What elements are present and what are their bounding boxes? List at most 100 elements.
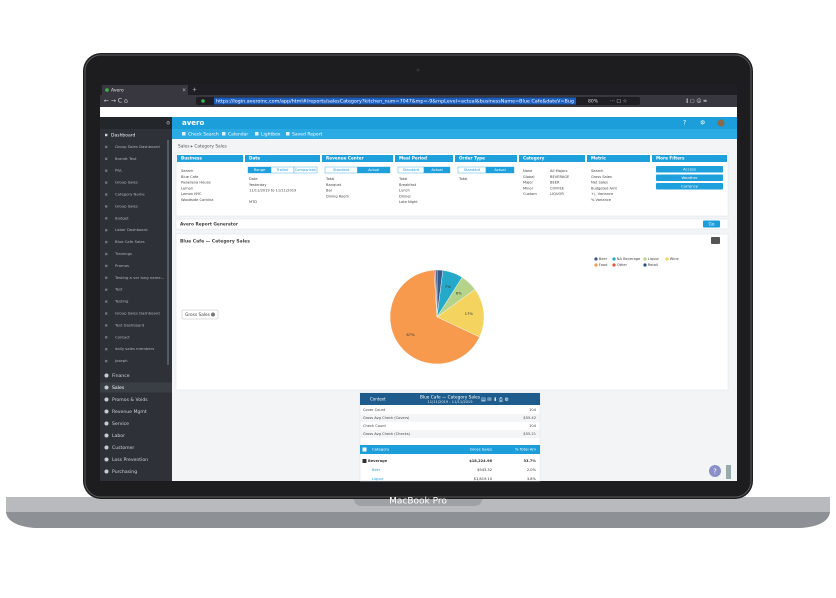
column-header[interactable]: % Total Am bbox=[515, 447, 536, 452]
filter-tab-label[interactable]: Standard bbox=[333, 168, 349, 172]
sidebar-item[interactable]: Brandt Test bbox=[115, 156, 137, 161]
legend-swatch[interactable] bbox=[612, 257, 616, 261]
filter-option[interactable]: Search bbox=[591, 169, 603, 173]
filter-option[interactable]: Global bbox=[523, 175, 534, 179]
filter-option[interactable]: All Majors bbox=[550, 169, 568, 173]
filter-option[interactable]: Total bbox=[398, 177, 407, 181]
pie-slice[interactable] bbox=[435, 269, 438, 318]
column-header[interactable]: Category bbox=[372, 447, 390, 452]
filter-option[interactable]: BEVERAGE bbox=[550, 175, 570, 179]
filter-option[interactable]: BEER bbox=[550, 181, 560, 185]
filter-option[interactable]: Yesterday bbox=[249, 183, 267, 187]
filter-tab-label[interactable]: Range bbox=[254, 168, 266, 172]
sidebar-item[interactable]: Test Dashboard bbox=[114, 322, 145, 327]
legend-swatch[interactable] bbox=[643, 263, 647, 267]
legend-swatch[interactable] bbox=[594, 257, 598, 261]
filter-option[interactable]: None bbox=[523, 169, 533, 173]
filter-option[interactable]: +/- Variance bbox=[591, 192, 614, 196]
go-button[interactable] bbox=[703, 220, 720, 228]
tab-title[interactable]: Avero bbox=[111, 88, 124, 94]
settings-icon[interactable]: ⚙ bbox=[166, 121, 171, 127]
category-cell[interactable]: Liquor bbox=[372, 477, 384, 481]
sidebar-section[interactable]: Customer bbox=[112, 445, 134, 451]
filter-option[interactable]: Net Sales bbox=[591, 181, 608, 185]
logo[interactable]: avero bbox=[182, 119, 204, 127]
sidebar-item[interactable]: Category Name bbox=[115, 192, 145, 197]
filter-option[interactable]: Total bbox=[458, 177, 467, 181]
sidebar-section[interactable]: Sales bbox=[112, 385, 125, 391]
filter-option[interactable]: 11/11/2019 to 11/11/2019 bbox=[249, 189, 297, 193]
filter-option[interactable]: Dinner bbox=[399, 194, 412, 198]
sidebar-item[interactable]: Labor Dashboard bbox=[115, 227, 148, 232]
help-bubble-icon[interactable]: ? bbox=[713, 468, 717, 476]
filter-tab-label[interactable]: Comparison bbox=[295, 168, 317, 172]
filter-option[interactable]: Breakfast bbox=[399, 183, 417, 187]
filter-tab-label[interactable]: Actual bbox=[368, 168, 379, 172]
legend-swatch[interactable] bbox=[594, 263, 598, 267]
filter-option[interactable]: Pasadena House bbox=[181, 181, 211, 185]
filter-button-label[interactable]: Access bbox=[683, 167, 696, 172]
legend-label[interactable]: Retail bbox=[648, 263, 658, 267]
filter-option[interactable]: Custom bbox=[523, 192, 537, 196]
filter-option[interactable]: Lemon NYC bbox=[181, 192, 202, 196]
filter-tab-label[interactable]: Actual bbox=[494, 168, 505, 172]
filter-tab-label[interactable]: Standard bbox=[403, 168, 419, 172]
sidebar-item[interactable]: Blue Cafe Sales bbox=[115, 239, 145, 244]
sidebar-item[interactable]: Dashboard bbox=[111, 133, 136, 139]
filter-option[interactable]: Lemon bbox=[181, 186, 193, 190]
filter-option[interactable]: Late Night bbox=[399, 200, 418, 204]
legend-swatch[interactable] bbox=[612, 263, 616, 267]
sidebar-section[interactable]: Purchasing bbox=[112, 469, 137, 475]
filter-tab[interactable] bbox=[293, 166, 318, 174]
nav-icon[interactable] bbox=[255, 132, 259, 136]
filter-button[interactable] bbox=[656, 174, 723, 182]
filter-option[interactable]: Budgeted Amt bbox=[591, 186, 618, 190]
pie-slice[interactable] bbox=[389, 269, 480, 365]
pie-slice[interactable] bbox=[436, 289, 485, 338]
avatar[interactable] bbox=[717, 119, 725, 127]
table-actions[interactable]: ▤ ✉ ⬇ ⎙ ⚙ bbox=[481, 397, 509, 403]
legend-label[interactable]: Beer bbox=[599, 257, 608, 261]
sidebar-item[interactable]: Testing a ver long name... bbox=[114, 275, 164, 280]
sidebar-section[interactable]: Finance bbox=[112, 373, 130, 379]
legend-label[interactable]: Wine bbox=[670, 257, 680, 261]
sidebar-item[interactable]: Promos bbox=[115, 263, 129, 268]
sidebar-item[interactable]: Trainings bbox=[114, 251, 132, 256]
sidebar-item[interactable]: Group Sales bbox=[115, 203, 138, 208]
column-header[interactable]: Gross Sales bbox=[470, 447, 492, 452]
filter-option[interactable]: Bar bbox=[326, 189, 333, 193]
legend-swatch[interactable] bbox=[643, 257, 647, 261]
filter-tab-label[interactable]: Actual bbox=[431, 168, 442, 172]
legend-label[interactable]: Liquor bbox=[648, 257, 660, 261]
url-icons[interactable]: ··· ▢ ☆ bbox=[610, 99, 628, 105]
filter-button[interactable] bbox=[656, 183, 723, 190]
sidebar-section[interactable]: Loss Prevention bbox=[112, 457, 148, 463]
header-check[interactable] bbox=[362, 447, 367, 452]
sidebar-item[interactable]: Group Sales bbox=[115, 180, 138, 185]
gear-icon[interactable]: ⚙ bbox=[700, 120, 705, 127]
filter-option[interactable]: Search bbox=[181, 169, 193, 173]
nav-link[interactable]: Saved Report bbox=[292, 132, 322, 138]
sidebar-item[interactable]: Test bbox=[114, 287, 123, 292]
filter-option[interactable]: COFFEE bbox=[550, 186, 565, 190]
filter-tab-label[interactable]: Trailed bbox=[276, 168, 289, 172]
sidebar-item[interactable]: Budget bbox=[115, 215, 129, 220]
new-tab[interactable]: + bbox=[192, 87, 197, 94]
sidebar-item[interactable]: Contact bbox=[115, 334, 130, 339]
help-bubble[interactable] bbox=[709, 465, 721, 477]
filter-option[interactable]: Total bbox=[325, 177, 334, 181]
filter-tab[interactable] bbox=[423, 166, 451, 174]
nav-link[interactable]: Lightbox bbox=[261, 132, 281, 138]
breadcrumb[interactable]: Sales ▸ Category Sales bbox=[178, 144, 228, 150]
metric-select-label[interactable]: Gross Sales bbox=[185, 312, 211, 318]
nav-icon[interactable] bbox=[286, 132, 290, 136]
filter-option[interactable]: Blue Cafe bbox=[181, 175, 199, 179]
sidebar-section[interactable]: Promos & Voids bbox=[112, 397, 148, 403]
sidebar-item[interactable]: Group Sales Dashboard bbox=[115, 311, 160, 316]
row-toggle[interactable] bbox=[362, 459, 367, 463]
url-text[interactable]: https://login.averoinc.com/app/html#/rep… bbox=[216, 99, 574, 105]
filter-tab-label[interactable]: Standard bbox=[464, 168, 480, 172]
legend-label[interactable]: Other bbox=[617, 263, 628, 267]
sidebar-item[interactable]: Group Sales Dashboard bbox=[115, 144, 160, 149]
tab[interactable] bbox=[102, 85, 188, 95]
